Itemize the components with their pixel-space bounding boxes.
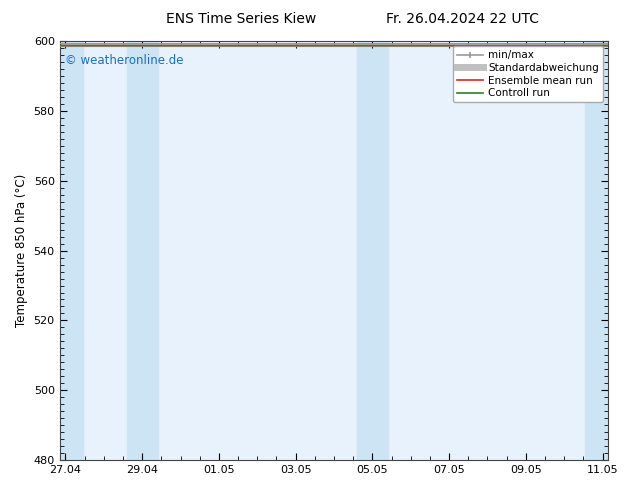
Bar	[127, 41, 157, 460]
Text: Fr. 26.04.2024 22 UTC: Fr. 26.04.2024 22 UTC	[386, 12, 540, 26]
Legend: min/max, Standardabweichung, Ensemble mean run, Controll run: min/max, Standardabweichung, Ensemble me…	[453, 46, 603, 102]
Text: © weatheronline.de: © weatheronline.de	[65, 53, 184, 67]
Bar	[357, 41, 388, 460]
Bar	[585, 41, 609, 460]
Text: ENS Time Series Kiew: ENS Time Series Kiew	[166, 12, 316, 26]
Y-axis label: Temperature 850 hPa (°C): Temperature 850 hPa (°C)	[15, 174, 28, 327]
Bar	[60, 41, 82, 460]
